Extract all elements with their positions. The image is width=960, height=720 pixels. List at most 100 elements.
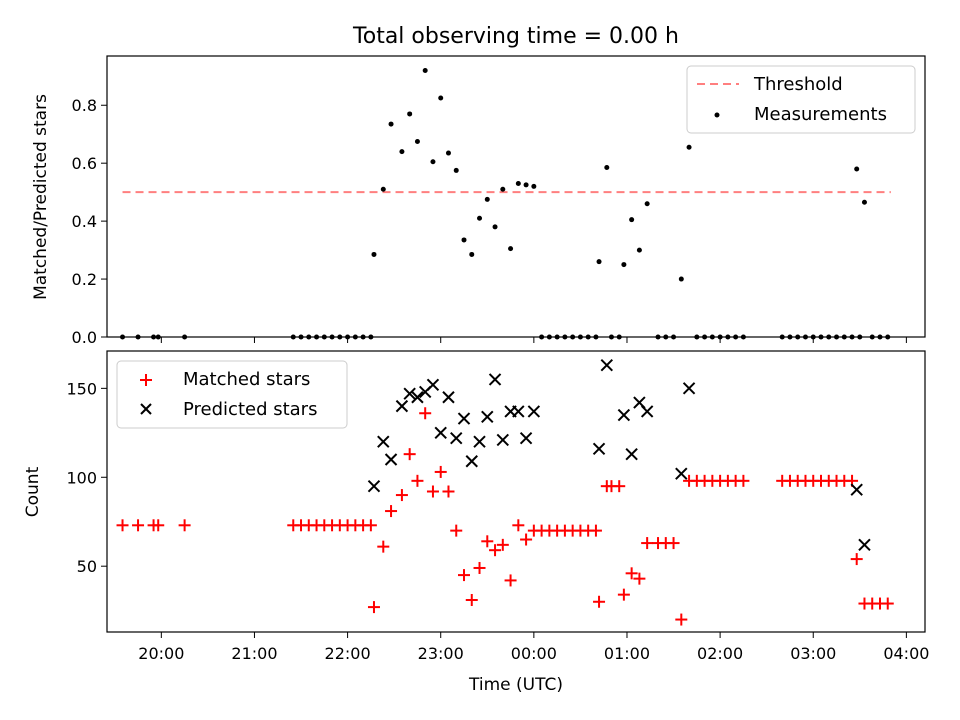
matched-star-marker [633, 572, 646, 585]
matched-star-marker [617, 588, 630, 601]
x-tick-label: 20:00 [138, 644, 184, 663]
measurement-point [422, 67, 428, 73]
predicted-star-marker [850, 483, 863, 496]
matched-star-marker [442, 485, 455, 498]
matched-star-marker [481, 535, 494, 548]
predicted-star-marker [434, 426, 447, 440]
top-x-ticks [160, 337, 907, 343]
measurement-point [329, 334, 335, 340]
matched-star-marker [496, 538, 509, 551]
measurement-point [546, 334, 552, 340]
predicted-star-marker [384, 453, 398, 466]
measurement-point [621, 262, 627, 268]
measurement-point [554, 334, 560, 340]
measurement-point [616, 334, 622, 340]
measurement-point [570, 334, 576, 340]
measurement-point [671, 334, 677, 340]
predicted-star-marker [442, 391, 455, 404]
measurements-legend-swatch [714, 112, 720, 118]
measurement-point [869, 334, 875, 340]
top-legend[interactable]: Threshold Measurements [686, 65, 916, 134]
measurement-point [841, 334, 847, 340]
predicted-star-marker [527, 405, 541, 418]
matched-star-marker [465, 593, 478, 606]
measurement-point [515, 180, 521, 186]
top-y-tick-label: 0.4 [72, 212, 97, 231]
x-tick-label: 23:00 [418, 644, 464, 663]
predicted-star-marker [481, 410, 494, 424]
matched-stars-markers [116, 407, 894, 626]
predicted-star-marker [395, 399, 409, 413]
bottom-legend-box [116, 360, 348, 429]
matched-star-marker [152, 519, 165, 532]
matched-star-marker [132, 519, 145, 532]
predicted-star-marker [411, 391, 424, 404]
matched-star-marker [512, 519, 525, 532]
measurement-point [585, 334, 591, 340]
top-panel: 0.00.20.40.60.8 Matched/Predicted stars … [31, 55, 926, 347]
matched-legend-label: Matched stars [183, 369, 310, 390]
predicted-star-marker [600, 359, 614, 372]
measurement-point [399, 149, 405, 155]
measurement-point [360, 334, 366, 340]
measurement-point [686, 144, 692, 150]
matched-star-marker [504, 574, 517, 587]
bottom-y-tick-label: 150 [66, 379, 97, 398]
matched-star-marker [589, 524, 602, 537]
x-axis-label: Time (UTC) [468, 675, 563, 695]
matched-star-marker [385, 505, 398, 518]
measurement-point [826, 334, 832, 340]
measurement-point [445, 150, 451, 156]
measurement-point [834, 334, 840, 340]
matched-star-marker [403, 448, 416, 461]
top-y-tick-label: 0.0 [72, 328, 97, 347]
measurement-point [562, 334, 568, 340]
measurement-point [709, 334, 715, 340]
predicted-star-marker [377, 435, 390, 448]
predicted-star-marker [450, 431, 463, 445]
predicted-star-marker [592, 442, 606, 456]
measurement-point [414, 138, 420, 144]
measurement-point [849, 334, 855, 340]
measurement-point [352, 334, 358, 340]
measurement-point [306, 334, 312, 340]
matched-star-marker [178, 519, 191, 532]
matched-star-marker [473, 561, 486, 574]
bottom-y-ticks: 50 100 150 [66, 379, 107, 576]
measurement-point [702, 334, 708, 340]
measurement-point [608, 334, 614, 340]
measurement-point [477, 215, 483, 221]
bottom-y-tick-label: 100 [66, 468, 97, 487]
x-tick-label: 22:00 [325, 644, 371, 663]
measurement-point [314, 334, 320, 340]
measurement-point [321, 334, 327, 340]
predicted-star-marker [617, 408, 631, 422]
measurement-point [733, 334, 739, 340]
measurement-point [438, 95, 444, 101]
measurement-point [469, 251, 475, 257]
measurement-point [508, 246, 514, 252]
measurement-point [492, 224, 498, 230]
bottom-legend[interactable]: Matched stars Predicted stars [116, 360, 348, 429]
predicted-star-marker [512, 405, 525, 418]
predicted-star-marker [457, 412, 471, 425]
measurements-legend-label: Measurements [754, 104, 887, 125]
measurement-point [636, 247, 642, 253]
measurement-point [854, 166, 860, 172]
measurement-point [155, 334, 161, 340]
bottom-axes-frame [106, 350, 926, 633]
measurement-point [644, 201, 650, 207]
predicted-star-marker [426, 378, 440, 391]
measurement-point [655, 334, 661, 340]
matched-star-marker [458, 569, 471, 582]
measurement-point [151, 334, 157, 340]
predicted-star-marker [473, 435, 486, 448]
predicted-star-marker [465, 455, 478, 468]
predicted-legend-label: Predicted stars [183, 399, 317, 420]
predicted-star-marker [675, 467, 688, 480]
measurement-point [818, 334, 824, 340]
measurement-point [629, 217, 635, 223]
measurement-point [795, 334, 801, 340]
x-tick-label: 01:00 [604, 644, 650, 663]
